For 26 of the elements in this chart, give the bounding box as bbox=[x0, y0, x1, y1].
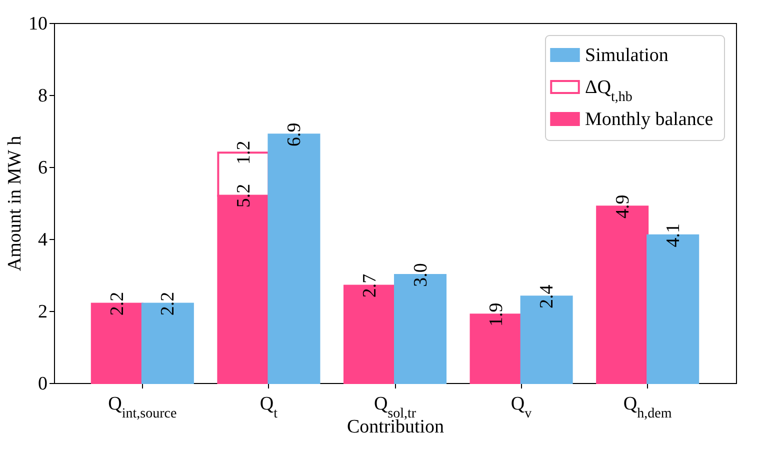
data-label: 2.2 bbox=[158, 292, 179, 316]
y-tick-label: 4 bbox=[38, 230, 48, 250]
y-tick-label: 2 bbox=[38, 302, 48, 322]
x-tick-label: Q$_{sol,tr}$ bbox=[374, 394, 416, 421]
legend-label: Simulation bbox=[585, 45, 669, 66]
x-tick-label: Q$_{int,source}$ bbox=[108, 394, 177, 421]
y-tick-label: 0 bbox=[38, 374, 48, 394]
y-tick-label: 10 bbox=[28, 14, 48, 34]
data-label: 3.0 bbox=[410, 263, 432, 287]
data-label: 4.9 bbox=[612, 194, 634, 218]
data-label: 2.2 bbox=[107, 292, 128, 316]
legend-label: Monthly balance bbox=[585, 109, 714, 130]
data-label: 1.9 bbox=[486, 302, 508, 326]
data-label: 5.2 bbox=[233, 184, 254, 208]
data-label: 1.2 bbox=[233, 140, 254, 164]
data-label: 2.4 bbox=[536, 284, 558, 308]
x-tick-label: Q$_{t}$ bbox=[260, 394, 278, 421]
data-label: 6.9 bbox=[284, 122, 305, 146]
data-label: 4.1 bbox=[662, 224, 684, 248]
y-tick-label: 6 bbox=[38, 158, 48, 178]
x-tick-label: Q$_{v}$ bbox=[510, 394, 532, 421]
legend-label: ΔQ$_{t,hb}$ bbox=[585, 77, 632, 104]
x-tick-label: Q$_{h,dem}$ bbox=[623, 394, 672, 421]
data-label: 2.7 bbox=[360, 274, 381, 298]
y-tick-label: 8 bbox=[38, 86, 48, 106]
y-axis-title: Amount in MW h bbox=[4, 135, 26, 272]
